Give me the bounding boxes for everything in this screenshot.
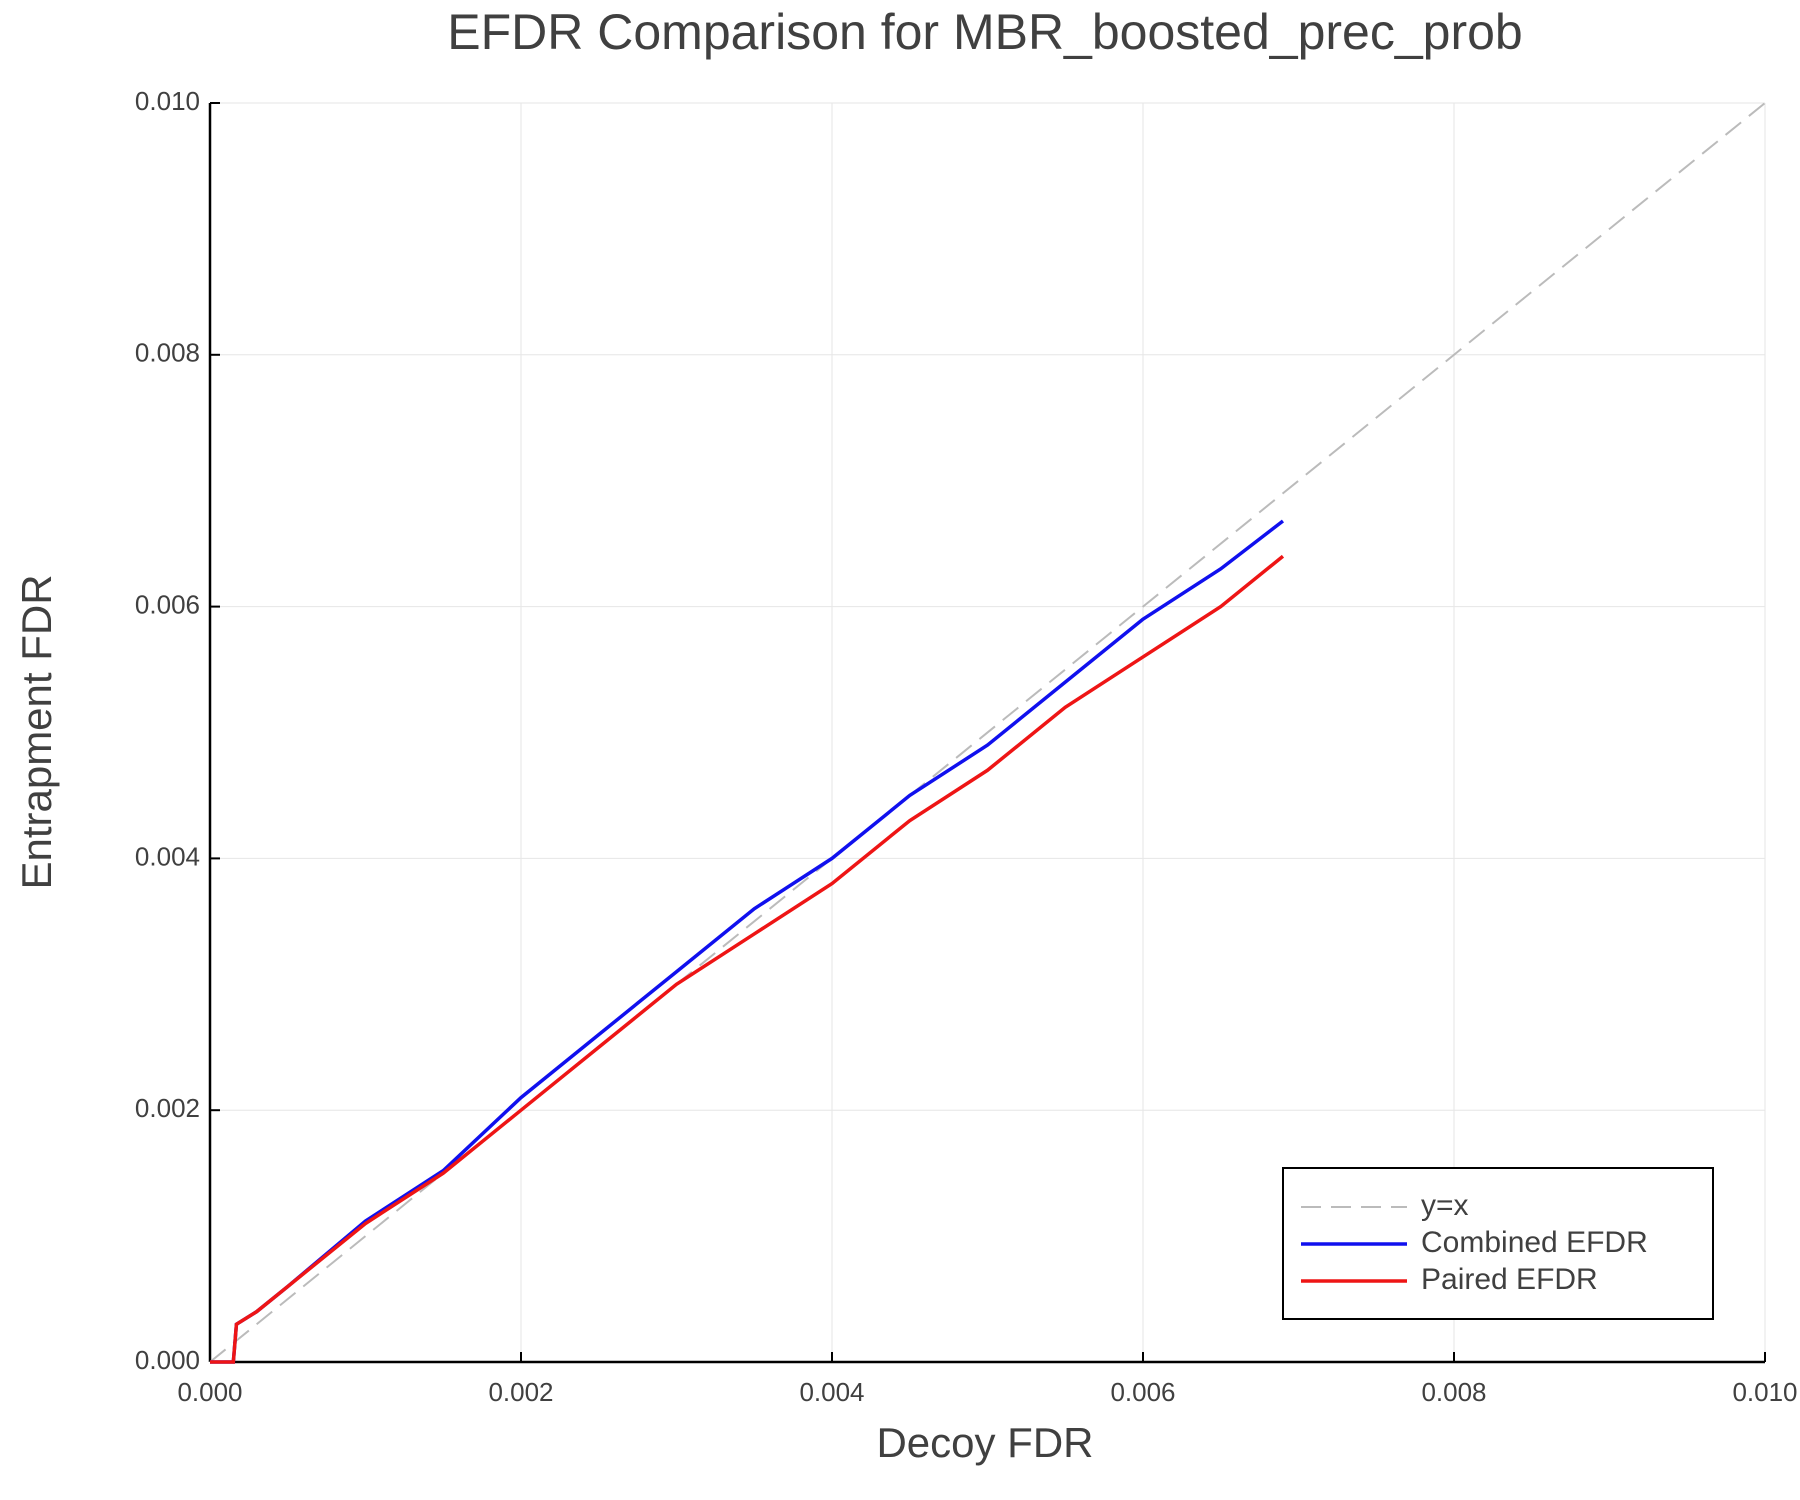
legend-label: Combined EFDR [1421,1226,1648,1259]
x-tick-label: 0.006 [1110,1377,1175,1407]
x-tick-label: 0.008 [1421,1377,1486,1407]
y-tick-label: 0.010 [135,86,200,116]
x-tick-label: 0.002 [488,1377,553,1407]
y-tick-label: 0.000 [135,1345,200,1375]
y-tick-label: 0.004 [135,841,200,871]
legend-label: Paired EFDR [1421,1263,1598,1296]
x-tick-label: 0.004 [799,1377,864,1407]
legend-label: y=x [1421,1189,1469,1222]
x-axis-label: Decoy FDR [876,1419,1093,1466]
y-tick-label: 0.002 [135,1093,200,1123]
series-line [210,519,1285,1364]
series-line [210,554,1285,1364]
y-tick-label: 0.006 [135,589,200,619]
y-tick-label: 0.008 [135,338,200,368]
y-axis-label: Entrapment FDR [13,574,60,889]
chart-title: EFDR Comparison for MBR_boosted_prec_pro… [447,4,1523,60]
x-tick-label: 0.010 [1732,1377,1797,1407]
x-tick-label: 0.000 [177,1377,242,1407]
